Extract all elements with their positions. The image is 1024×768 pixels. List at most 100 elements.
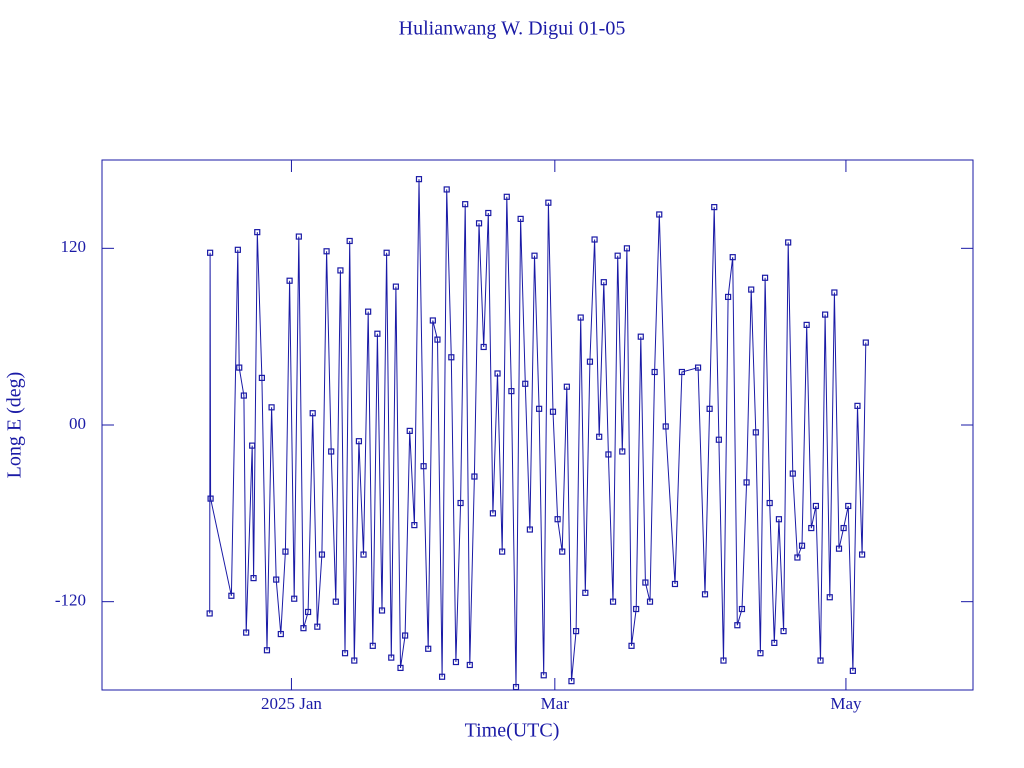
point-marker <box>554 516 561 523</box>
point-marker <box>757 650 764 657</box>
point-marker <box>761 274 769 281</box>
point-marker <box>798 542 806 549</box>
y-tick-label: -120 <box>55 591 86 610</box>
point-marker <box>254 229 261 236</box>
point-marker <box>840 524 847 532</box>
point-marker <box>720 657 727 664</box>
point-marker <box>438 673 446 680</box>
point-marker <box>743 479 750 486</box>
point-marker <box>600 279 607 286</box>
point-marker <box>420 463 427 470</box>
point-marker <box>752 429 759 436</box>
point-marker <box>517 215 524 222</box>
point-marker <box>706 405 713 412</box>
point-marker <box>826 594 833 601</box>
point-marker <box>609 598 617 605</box>
point-marker <box>402 632 409 639</box>
point-marker <box>355 438 363 445</box>
point-marker <box>662 423 669 430</box>
point-marker <box>207 249 214 256</box>
point-marker <box>817 657 824 664</box>
point-marker <box>766 499 773 507</box>
point-marker <box>268 404 275 411</box>
point-marker <box>646 598 654 605</box>
point-marker <box>300 625 307 632</box>
point-marker <box>480 343 487 351</box>
point-marker <box>411 522 418 529</box>
point-marker <box>286 277 293 284</box>
point-marker <box>360 551 367 558</box>
point-marker <box>748 286 755 293</box>
point-marker <box>392 283 399 290</box>
point-marker <box>633 605 640 613</box>
plot-frame <box>101 159 974 691</box>
point-marker <box>586 358 594 365</box>
point-marker <box>314 623 321 630</box>
point-marker <box>619 448 626 455</box>
point-marker <box>457 499 464 507</box>
point-marker <box>835 545 843 552</box>
point-marker <box>540 672 547 679</box>
point-marker <box>499 548 506 555</box>
point-marker <box>341 650 349 657</box>
point-marker <box>429 317 436 324</box>
point-marker <box>318 551 326 558</box>
point-marker <box>295 233 302 240</box>
y-tick-label: 120 <box>61 237 87 256</box>
point-marker <box>623 245 631 252</box>
point-marker <box>337 267 344 274</box>
point-marker <box>250 575 257 582</box>
point-marker <box>715 436 722 443</box>
point-marker <box>466 661 473 669</box>
point-marker <box>434 336 441 343</box>
point-marker <box>563 383 570 390</box>
point-marker <box>383 249 390 256</box>
point-marker <box>701 591 709 598</box>
point-marker <box>845 502 852 510</box>
point-marker <box>263 647 271 654</box>
point-marker <box>572 628 580 635</box>
point-marker <box>859 551 866 558</box>
point-marker <box>549 408 557 415</box>
point-marker <box>471 473 478 480</box>
point-marker <box>489 510 497 517</box>
point-marker <box>582 589 589 596</box>
plot-area <box>206 176 869 690</box>
point-marker <box>671 580 679 588</box>
point-marker <box>234 246 241 253</box>
point-marker <box>536 405 543 412</box>
point-marker <box>656 211 663 218</box>
point-marker <box>503 193 510 200</box>
point-marker <box>637 333 644 340</box>
point-marker <box>475 220 483 227</box>
point-marker <box>369 642 376 649</box>
chart-title: Hulianwang W. Digui 01-05 <box>399 18 626 40</box>
point-marker <box>711 204 718 211</box>
point-marker <box>332 598 339 605</box>
point-marker <box>780 628 787 635</box>
y-tick-label: 00 <box>69 414 86 433</box>
point-marker <box>485 209 492 217</box>
point-marker <box>591 236 598 243</box>
point-marker <box>277 630 284 638</box>
point-marker <box>577 314 584 321</box>
point-marker <box>559 548 566 555</box>
point-marker <box>803 321 810 328</box>
point-marker <box>323 248 330 255</box>
point-marker <box>812 502 819 510</box>
point-marker <box>831 289 838 296</box>
point-marker <box>374 330 381 337</box>
point-marker <box>207 495 214 502</box>
point-marker <box>862 339 869 346</box>
point-marker <box>725 293 732 301</box>
point-marker <box>642 579 649 586</box>
point-marker <box>309 410 316 417</box>
point-marker <box>346 237 353 245</box>
point-marker <box>694 364 702 371</box>
point-marker <box>531 252 538 259</box>
point-marker <box>273 576 280 583</box>
point-marker <box>228 592 235 599</box>
point-marker <box>425 645 432 652</box>
point-marker <box>243 629 250 636</box>
